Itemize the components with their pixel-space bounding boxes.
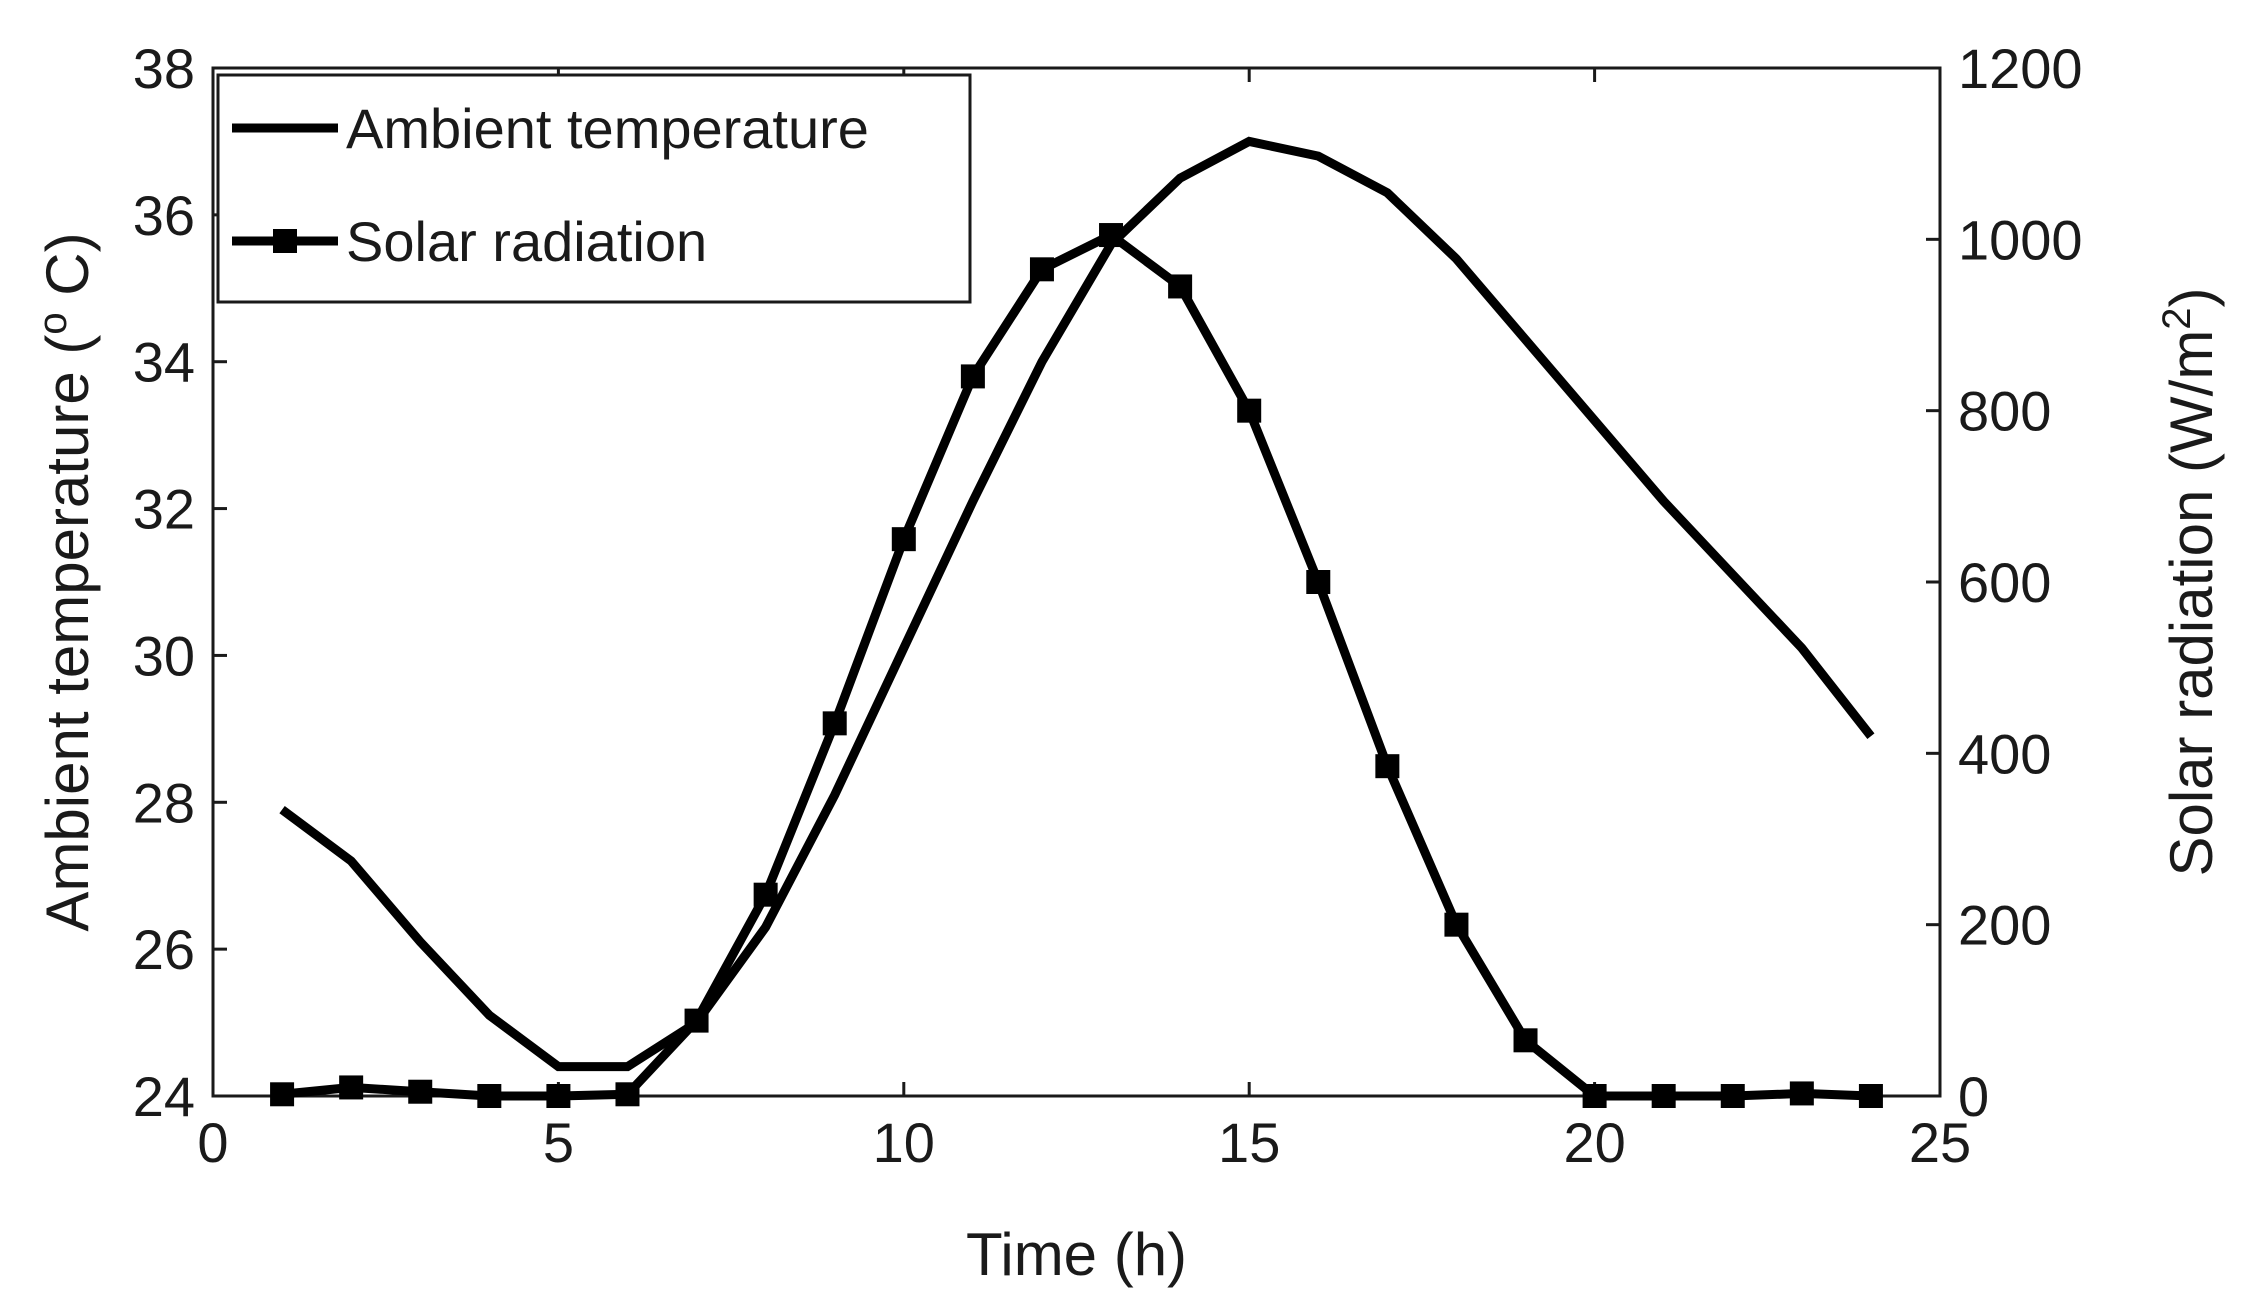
data-point-solar-radiation	[1237, 398, 1262, 423]
y-left-tick-label: 28	[133, 771, 195, 834]
x-tick-label: 0	[197, 1111, 228, 1174]
y-right-axis-title: Solar radiation (W/m2)	[2155, 287, 2225, 876]
data-point-solar-radiation	[684, 1008, 709, 1033]
y-left-tick-label: 38	[133, 37, 195, 100]
data-point-solar-radiation	[615, 1082, 640, 1107]
y-left-tick-label: 36	[133, 184, 195, 247]
series-line-ambient-temperature	[279, 136, 1875, 1072]
x-axis-title: Time (h)	[966, 1221, 1187, 1288]
legend: Ambient temperature Solar radiation	[216, 73, 972, 304]
y-left-title-superscript: o	[31, 312, 75, 334]
legend-box	[216, 73, 972, 304]
y-right-tick-label: 800	[1958, 380, 2051, 443]
data-point-solar-radiation	[1789, 1081, 1814, 1106]
data-point-solar-radiation	[546, 1084, 571, 1108]
data-point-solar-radiation	[408, 1079, 433, 1104]
y-right-tick-label: 600	[1958, 551, 2051, 614]
y-left-title-prefix: Ambient temperature (	[34, 335, 101, 932]
y-left-tick-label: 30	[133, 624, 195, 687]
legend-label-solar-radiation: Solar radiation	[346, 210, 707, 273]
data-point-solar-radiation	[1858, 1084, 1883, 1108]
y-right-title-suffix: )	[2158, 287, 2225, 307]
x-tick-label: 15	[1218, 1111, 1280, 1174]
y-left-axis-title: Ambient temperature (o C)	[31, 232, 101, 931]
x-tick-label: 20	[1563, 1111, 1625, 1174]
data-point-solar-radiation	[1513, 1028, 1538, 1053]
y-right-title-prefix: Solar radiation (W/m	[2158, 330, 2225, 877]
y-left-title-suffix: C)	[34, 232, 101, 312]
data-point-solar-radiation	[1029, 257, 1054, 282]
legend-marker-solar-radiation	[273, 229, 297, 253]
plot-area	[270, 136, 1883, 1108]
y-right-tick-label: 400	[1958, 722, 2051, 785]
data-point-solar-radiation	[1306, 570, 1331, 594]
series-line-solar-radiation	[281, 229, 1872, 1101]
y-right-tick-label: 1200	[1958, 37, 2083, 100]
y-right-tick-label: 0	[1958, 1065, 1989, 1128]
y-right-tick-label: 1000	[1958, 208, 2083, 271]
y-right-tick-label: 200	[1958, 894, 2051, 957]
data-point-solar-radiation	[891, 527, 916, 552]
data-point-solar-radiation	[477, 1084, 502, 1108]
data-point-solar-radiation	[339, 1075, 364, 1100]
data-point-solar-radiation	[1720, 1084, 1745, 1108]
data-point-solar-radiation	[1375, 754, 1400, 779]
y-left-tick-label: 32	[133, 478, 195, 541]
data-point-solar-radiation	[822, 711, 847, 736]
y-left-tick-label: 24	[133, 1065, 195, 1128]
data-point-solar-radiation	[1099, 223, 1124, 248]
y-right-title-superscript: 2	[2155, 307, 2199, 329]
data-point-solar-radiation	[1651, 1084, 1676, 1108]
data-point-solar-radiation	[753, 882, 778, 907]
axes-group: 0 5 10 15 20 25 24 26 28 30 32 34 36 38 0 200 400 600 800 1…	[31, 37, 2225, 1288]
x-tick-label: 10	[873, 1111, 935, 1174]
data-point-solar-radiation	[1168, 274, 1193, 299]
data-point-solar-radiation	[1444, 912, 1469, 937]
data-point-solar-radiation	[960, 364, 985, 389]
legend-label-ambient-temperature: Ambient temperature	[346, 97, 869, 160]
x-tick-label: 5	[543, 1111, 574, 1174]
y-left-tick-label: 26	[133, 918, 195, 981]
data-point-solar-radiation	[270, 1082, 295, 1107]
data-point-solar-radiation	[1582, 1084, 1607, 1108]
x-tick-label: 25	[1909, 1111, 1971, 1174]
y-left-tick-label: 34	[133, 331, 195, 394]
